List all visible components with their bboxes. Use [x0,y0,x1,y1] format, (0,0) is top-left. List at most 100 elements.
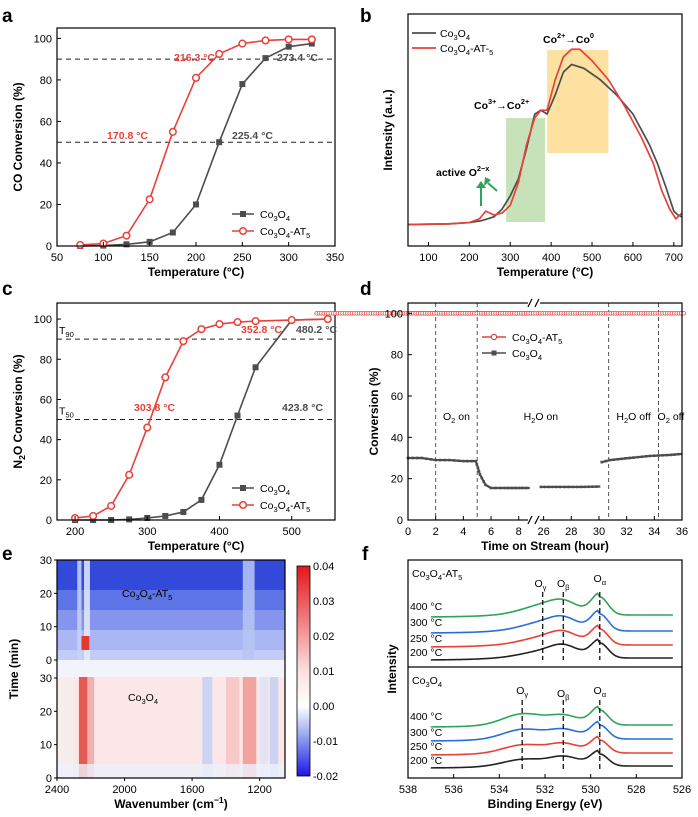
data-point [632,456,635,459]
data-point [239,81,246,88]
x-axis-label: Temperature (°C) [148,539,245,553]
x-tick-label: 200 [66,526,84,538]
x-tick-label: 100 [419,252,437,264]
annotation: 225.4 °C [232,130,273,142]
y-tick-label: 100 [34,314,52,326]
y-axis-label: Time (min) [7,639,21,699]
legend-label: Co3O4-AT5 [260,500,310,514]
ref-line-label: T50 [59,406,74,420]
data-point [551,485,554,489]
x-tick-label: 50 [51,252,63,264]
x-tick-label: 32 [621,526,633,538]
x-tick-label: 26 [537,526,549,538]
y-tick-label: 0 [46,773,52,785]
data-point [673,453,676,456]
data-point [583,485,587,489]
x-tick-label: 400 [210,526,228,538]
data-point [193,201,199,208]
x-tick-label: 528 [627,784,645,796]
data-point [514,486,517,490]
y-tick-label: 60 [40,116,52,128]
data-point [563,485,566,489]
data-point [420,456,424,460]
data-point [628,456,631,460]
x-tick-label: 1600 [180,784,204,796]
heatmap-sublabel: Co3O4 [128,692,158,706]
y-tick-label: 20 [40,588,52,600]
data-point [198,496,205,503]
data-point [457,459,461,463]
y-tick-label: 10 [40,622,52,634]
data-point [216,461,223,468]
x-tick-label: 0 [405,526,411,538]
data-point [555,485,558,489]
panel-f: f Oγ Oβ Oα Oγ Oβ Oα Co3O4-AT5 Co3O4 400 °C 400 °C… [362,544,691,811]
panel-b: b 100 200 300 400 500 600 700 Temperature (°C) I… [360,6,683,279]
heat-cell [81,636,90,650]
series-line-co3o4 [408,456,530,490]
spectrum-bottom [430,705,673,728]
spectrum-top [430,609,673,634]
data-point [429,458,433,461]
temperature-label: 250 °C [410,741,443,753]
temperature-label: 300 °C [410,727,443,739]
colorbar-label: 0.00 [313,701,334,713]
legend-label: Co3O4 [440,28,470,42]
colorbar-label: 0.02 [313,631,334,643]
data-point [234,412,241,419]
x-tick-label: 530 [581,784,599,796]
data-point [168,127,177,136]
data-point [482,480,485,483]
x-tick-label: 2 [433,526,439,538]
data-point [648,454,652,458]
axis-break-mark [534,515,540,525]
heat-cell [57,650,285,660]
spectrum-top [430,624,673,648]
data-point [478,473,482,476]
data-point [215,49,224,59]
sample-label: Co3O4-AT5 [412,568,462,582]
temperature-label: 300 °C [410,617,443,629]
data-point [162,512,169,519]
data-point [475,463,479,466]
axis-break-mark [527,298,533,308]
annotation: 423.8 °C [282,402,323,414]
data-point [448,458,451,462]
y-tick-label: 80 [40,354,52,366]
heat-cell [269,677,279,778]
y-tick-label: 30 [40,673,52,685]
legend-marker [490,333,498,341]
series-line-1 [407,48,683,226]
data-point [547,485,550,489]
y-tick-label: 20 [391,474,403,486]
x-tick-label: 500 [583,252,601,264]
heat-cell [57,590,285,610]
x-axis-label: Temperature (°C) [497,265,594,279]
data-point [215,320,224,329]
data-point [524,486,528,490]
x-tick-label: 300 [501,252,519,264]
x-tick-label: 534 [490,784,508,796]
data-point [123,241,130,248]
heat-cell [78,677,88,778]
x-tick-label: 250 [233,252,251,264]
x-tick-label: 4 [460,526,466,538]
data-point [669,453,673,457]
data-point [252,364,259,371]
heat-cell [242,560,255,660]
data-point [579,485,583,489]
heat-cell [77,560,82,660]
data-point [543,485,547,489]
heat-cell [57,677,74,778]
data-point [591,485,594,488]
data-point [191,73,201,82]
data-point [284,35,293,44]
data-point [677,452,680,456]
data-point [624,457,627,460]
x-tick-label: 526 [673,784,691,796]
annotation: 352.8 °C [241,324,282,336]
data-point [180,508,187,515]
data-point [595,485,598,488]
annotation: 273.4 °C [277,52,318,64]
data-point [143,423,152,432]
